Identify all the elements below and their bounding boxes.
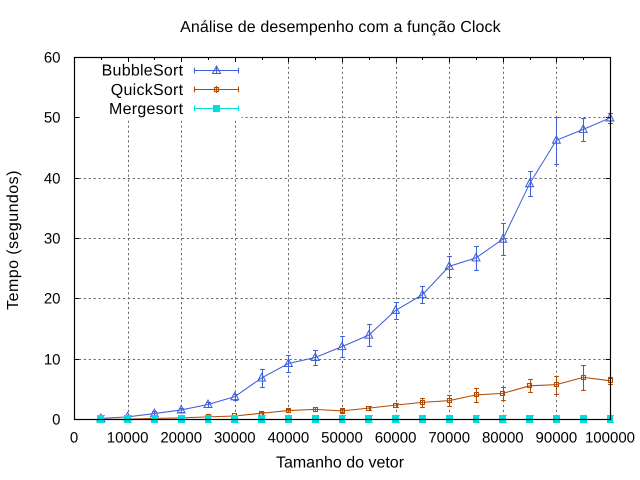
svg-text:Tamanho do vetor: Tamanho do vetor <box>276 455 405 472</box>
svg-text:Tempo (segundos): Tempo (segundos) <box>5 170 22 310</box>
svg-text:60000: 60000 <box>375 429 417 446</box>
svg-text:60: 60 <box>44 49 61 66</box>
svg-text:50000: 50000 <box>321 429 363 446</box>
svg-text:BubbleSort: BubbleSort <box>102 63 184 80</box>
svg-text:10000: 10000 <box>107 429 149 446</box>
svg-text:70000: 70000 <box>428 429 470 446</box>
svg-text:100000: 100000 <box>585 429 635 446</box>
svg-text:Análise de desempenho com a fu: Análise de desempenho com a função Clock <box>180 19 502 36</box>
svg-text:40: 40 <box>44 170 61 187</box>
svg-text:0: 0 <box>70 429 78 446</box>
svg-text:50: 50 <box>44 109 61 126</box>
svg-text:QuickSort: QuickSort <box>111 82 184 99</box>
svg-text:Mergesort: Mergesort <box>109 101 184 118</box>
svg-text:20: 20 <box>44 290 61 307</box>
svg-text:0: 0 <box>52 411 60 428</box>
svg-text:10: 10 <box>44 351 61 368</box>
svg-text:80000: 80000 <box>482 429 524 446</box>
svg-text:30000: 30000 <box>214 429 256 446</box>
svg-text:90000: 90000 <box>536 429 578 446</box>
svg-text:20000: 20000 <box>160 429 202 446</box>
svg-text:30: 30 <box>44 230 61 247</box>
svg-text:40000: 40000 <box>268 429 310 446</box>
